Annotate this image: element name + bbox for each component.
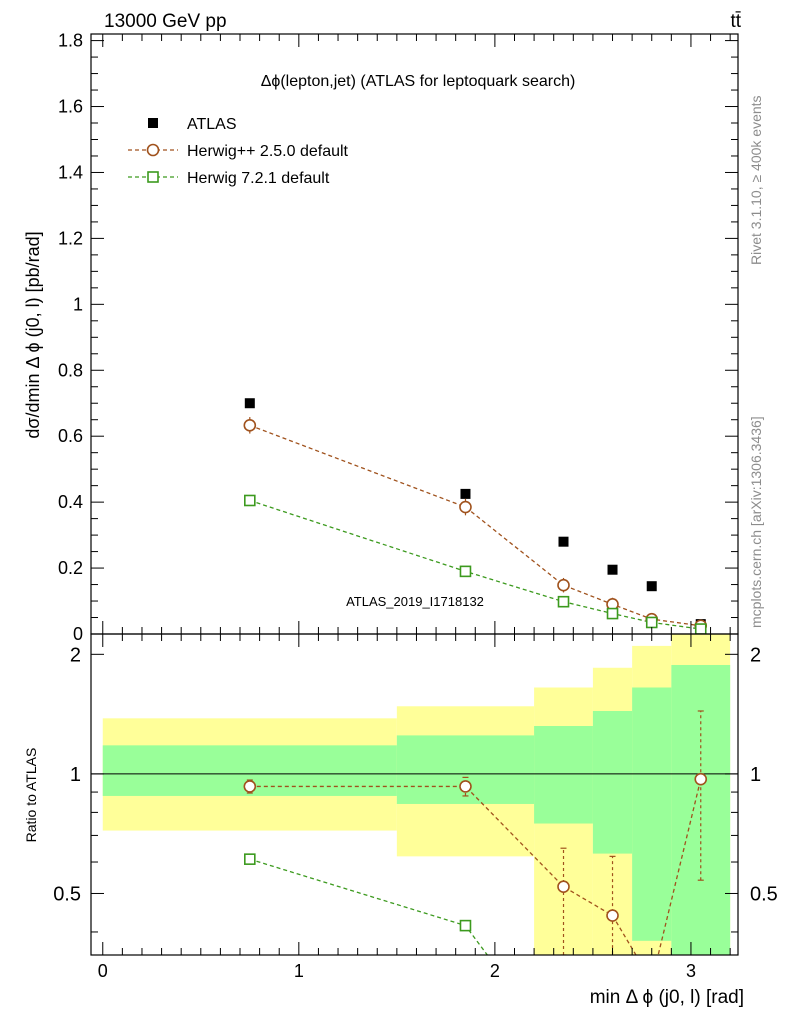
- y-tick-label-main: 0.4: [58, 492, 83, 512]
- line-herwig7: [249, 499, 701, 630]
- y-tick-label-main: 1.4: [58, 162, 83, 182]
- y-tick-label-main: 1.8: [58, 31, 83, 51]
- ratio-series: [243, 710, 708, 955]
- plot-frames: [90, 33, 739, 956]
- y-tick-label-main: 1: [73, 294, 83, 314]
- uncertainty-band-inner: [632, 687, 672, 941]
- x-tick-label: 2: [490, 961, 500, 981]
- y-tick-label-main: 0.8: [58, 360, 83, 380]
- y-tick-label-ratio-right: 1: [750, 764, 761, 786]
- x-tick-label: 3: [686, 961, 696, 981]
- ratio-point-herwigpp: [243, 780, 257, 793]
- point-herwigpp: [557, 578, 570, 592]
- ratio-point-herwig7: [244, 853, 256, 865]
- point-herwig7: [244, 494, 256, 507]
- y-tick-label-ratio-right: 2: [750, 644, 761, 666]
- point-herwig7: [694, 623, 707, 634]
- uncertainty-band-inner: [671, 664, 731, 955]
- ratio-point-herwigpp: [557, 880, 570, 894]
- y-tick-label-main: 0: [73, 624, 83, 644]
- legend: ATLAS Herwig++ 2.5.0 default Herwig 7.2.…: [128, 116, 349, 187]
- data-point-atlas: [558, 536, 569, 547]
- point-herwigpp: [459, 500, 472, 514]
- side-label-rivet: Rivet 3.1.10, ≥ 400k events: [748, 95, 764, 265]
- axis-ticks: 0 0.2 0.4 0.6 0.8 1 1.2 1.4 1.6 1.8 0 1 2 3 0.5 0.5 1 1 2 2: [53, 31, 778, 981]
- ratio-point-herwigpp: [606, 909, 619, 922]
- legend-label-herwigpp: Herwig++ 2.5.0 default: [187, 143, 349, 160]
- ratio-y-label: Ratio to ATLAS: [23, 748, 39, 843]
- uncertainty-band-inner: [534, 725, 593, 824]
- y-tick-label-ratio-left: 0.5: [53, 883, 81, 905]
- y-tick-label-ratio-left: 2: [70, 644, 81, 666]
- y-tick-label-ratio-left: 1: [70, 764, 81, 786]
- data-point-atlas: [607, 564, 618, 575]
- legend-label-herwig7: Herwig 7.2.1 default: [187, 170, 330, 187]
- side-label-mcplots: mcplots.cern.ch [arXiv:1306.3436]: [748, 416, 764, 628]
- uncertainty-band-inner: [592, 710, 633, 854]
- point-herwig7: [557, 595, 570, 608]
- point-herwig7: [645, 616, 658, 629]
- legend-label-atlas: ATLAS: [187, 116, 237, 133]
- line-herwigpp: [249, 424, 701, 627]
- main-y-label: dσ/dmin Δ ϕ (j0, l) [pb/rad]: [23, 231, 43, 438]
- data-point-atlas: [646, 581, 657, 592]
- ratio-plot-frame: [90, 633, 739, 956]
- header-left: 13000 GeV pp: [104, 11, 227, 32]
- y-tick-label-main: 1.6: [58, 97, 83, 117]
- header-right: tt̄: [730, 11, 741, 32]
- legend-marker-herwigpp: [146, 143, 160, 157]
- x-tick-label: 1: [294, 961, 304, 981]
- ratio-point-herwig7: [459, 919, 472, 932]
- legend-marker-atlas: [148, 118, 158, 128]
- point-herwig7: [459, 565, 472, 578]
- watermark: ATLAS_2019_I1718132: [346, 594, 484, 609]
- main-series: [243, 398, 708, 634]
- main-title: Δϕ(lepton,jet) (ATLAS for leptoquark sea…: [261, 73, 576, 90]
- ratio-plot-bands: [91, 634, 738, 955]
- y-tick-label-ratio-right: 0.5: [750, 883, 778, 905]
- point-herwig7: [606, 607, 619, 620]
- y-tick-label-main: 1.2: [58, 228, 83, 248]
- y-tick-label-main: 0.6: [58, 426, 83, 446]
- legend-marker-herwig7: [147, 171, 159, 183]
- x-axis-label: min Δ ϕ (j0, l) [rad]: [590, 987, 744, 1008]
- ratio-point-herwigpp: [694, 772, 708, 786]
- x-tick-label: 0: [98, 961, 108, 981]
- y-tick-label-main: 0.2: [58, 558, 83, 578]
- point-herwigpp: [243, 419, 257, 432]
- ratio-point-herwigpp: [459, 780, 472, 793]
- ratio-line-herwig7: [249, 858, 489, 955]
- data-point-atlas: [244, 398, 255, 409]
- data-point-atlas: [460, 488, 471, 499]
